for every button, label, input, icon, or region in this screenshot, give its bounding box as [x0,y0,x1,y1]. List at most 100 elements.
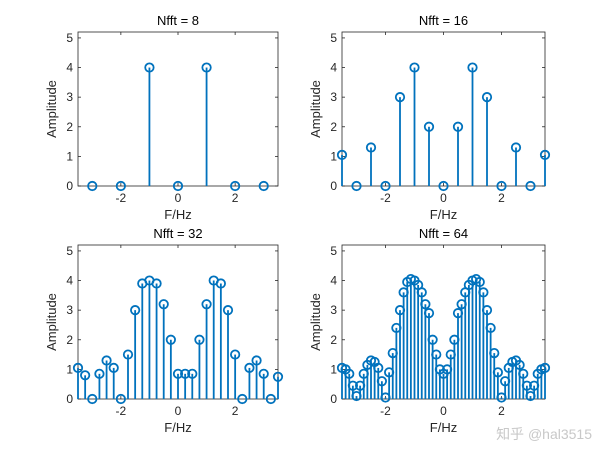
stem-marker [172,368,184,379]
stem-marker [481,92,493,103]
stem-marker [478,287,489,298]
stem-marker [347,380,358,391]
stem-marker [510,142,522,153]
chart-title: Nfft = 8 [157,13,199,28]
x-tick-label: -2 [380,191,391,205]
stem-marker [489,347,500,359]
stem-marker [244,362,255,374]
stem-marker [201,62,212,73]
stem-marker [539,149,551,161]
y-tick-label: 2 [66,120,73,134]
y-tick-label: 0 [330,392,337,406]
chart-3: 0 1 2 3 4 5 -2 0 2 Nfft = 32 F/Hz Amplitude [44,226,284,435]
stem-marker [172,180,184,192]
x-tick-label: 2 [498,191,505,205]
stem-marker [409,62,420,73]
y-tick-label: 5 [66,31,73,45]
stem-marker [416,287,427,298]
axes-box [341,31,546,187]
x-tick-label: 2 [498,404,505,418]
stem-marker [130,305,141,316]
x-axis-label: F/Hz [164,420,191,435]
stem-marker [122,349,134,360]
chart-title: Nfft = 16 [419,13,468,28]
y-tick-label: 2 [66,333,73,347]
x-axis-label: F/Hz [430,420,457,435]
y-tick-label: 4 [330,61,337,75]
axes-box [77,31,279,187]
stem-marker [380,180,391,192]
stem-marker [481,305,493,316]
stem-marker [265,393,276,405]
stem-marker [201,299,212,310]
stem-marker [187,368,198,379]
stem-marker [272,371,284,382]
chart-title: Nfft = 32 [153,226,202,241]
stem-marker [336,149,348,161]
y-tick-label: 0 [66,392,73,406]
stem-marker [72,362,84,374]
stem-marker [151,278,162,289]
stem-marker [525,180,536,192]
y-tick-label: 3 [66,303,73,317]
stem-marker [521,380,532,391]
stem-marker [438,180,449,192]
x-tick-label: 0 [440,191,447,205]
stem-marker [80,370,91,381]
stem-marker [115,180,126,192]
chart-2: 0 1 2 3 4 5 -2 0 2 Nfft = 16 F/Hz Amplitude [308,13,551,222]
stem-marker [431,349,442,360]
stem-marker [496,180,507,192]
stem-marker [237,393,248,405]
chart-4: 0 1 2 3 4 5 -2 0 2 Nfft = 64 F/Hz Amplitude [308,226,551,435]
x-tick-label: -2 [116,191,127,205]
y-tick-label: 2 [330,333,337,347]
y-axis-label: Amplitude [308,293,323,351]
x-tick-label: -2 [380,404,391,418]
chart-1: 0 1 2 3 4 5 -2 0 2 Nfft = 8 F/Hz Amplitude [44,13,279,222]
stem-marker [351,180,362,192]
y-tick-label: 4 [66,274,73,288]
y-tick-label: 4 [330,274,337,288]
y-axis-label: Amplitude [44,80,59,138]
watermark: 知乎 @hal3515 [496,426,592,442]
x-axis-label: F/Hz [430,207,457,222]
stem-marker [423,308,435,319]
stem-marker [394,92,406,103]
stem-marker [467,62,478,73]
x-tick-label: -2 [116,404,127,418]
axes-box [341,244,546,400]
stem-marker [373,362,384,374]
stem-marker [87,180,98,192]
stem-marker [165,334,176,345]
y-tick-label: 1 [66,149,73,163]
y-tick-label: 3 [330,303,337,317]
stem-marker [258,180,269,192]
stem-marker [452,121,464,132]
stem-marker [474,276,485,288]
x-tick-label: 2 [232,191,239,205]
x-tick-label: 0 [440,404,447,418]
stem-marker [344,368,355,379]
y-tick-label: 5 [330,31,337,45]
y-tick-label: 3 [66,90,73,104]
y-tick-label: 3 [330,90,337,104]
stem-marker [514,359,525,371]
y-tick-label: 2 [330,120,337,134]
y-tick-label: 0 [66,179,73,193]
stem-marker [258,368,269,379]
stem-marker [230,349,241,360]
y-tick-label: 5 [66,244,73,258]
stem-marker [87,393,98,405]
stem-marker [420,299,431,310]
stem-marker [492,367,503,378]
stem-marker [115,393,126,405]
y-tick-label: 4 [66,61,73,75]
y-tick-label: 5 [330,244,337,258]
y-axis-label: Amplitude [44,293,59,351]
x-axis-label: F/Hz [164,207,191,222]
stem-marker [158,299,169,310]
y-axis-label: Amplitude [308,80,323,138]
stem-marker [144,62,155,73]
